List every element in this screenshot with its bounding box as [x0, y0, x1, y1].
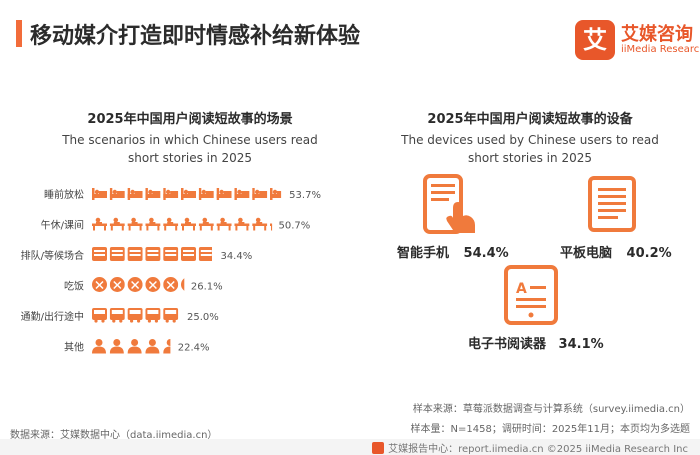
bed-icon [270, 188, 282, 200]
device-name-smartphone: 智能手机 [397, 246, 450, 261]
ereader-icon: A [504, 265, 558, 325]
dining-icon [92, 277, 107, 292]
scenario-value-label: 53.7% [289, 190, 321, 201]
queue-icon [109, 247, 125, 261]
dining-icon [127, 277, 143, 292]
sample-info: 样本量：N=1458；调研时间：2025年11月；本页均为多选题 [410, 424, 690, 435]
bottom-bar: 艾媒报告中心：report.iimedia.cn ©2025 iiMedia R… [0, 439, 700, 455]
desk-icon [198, 217, 214, 231]
device-ereader: A 电子书阅读器 34.1% [468, 265, 620, 355]
desk-icon [163, 217, 179, 231]
desk-icon [270, 223, 273, 231]
device-smartphone: 智能手机 54.4% [397, 170, 525, 261]
desk-icon [181, 217, 196, 231]
bed-icon [145, 188, 161, 200]
logo-name-cn: 艾媒咨询 [621, 24, 693, 45]
device-value-tablet: 40.2% [626, 246, 672, 261]
bed-icon [127, 188, 143, 200]
dining-icon [163, 277, 179, 292]
page-title: 移动媒介打造即时情感补给新体验 [30, 24, 361, 49]
footer-notes: 样本来源：草莓派数据调查与计算系统（survey.iimedia.cn） 样本量… [411, 400, 690, 440]
bed-icon [216, 188, 232, 200]
iimedia-logo: 艾 艾媒咨询 iiMedia Research [575, 20, 700, 60]
bed-icon [198, 188, 214, 200]
bed-icon [92, 188, 107, 200]
device-name-tablet: 平板电脑 [560, 246, 613, 261]
logo-name-en: iiMedia Research [621, 44, 700, 55]
person-icon [127, 339, 142, 354]
bus-icon [109, 308, 125, 323]
dining-icon [181, 278, 185, 291]
person-icon [145, 339, 160, 354]
device-title-cn: 2025年中国用户阅读短故事的设备 [427, 112, 633, 127]
desk-icon [127, 217, 143, 231]
scenario-title-en-line2: short stories in 2025 [128, 151, 252, 165]
device-chart-title: 2025年中国用户阅读短故事的设备 The devices used by Ch… [395, 108, 665, 167]
svg-text:A: A [516, 281, 527, 297]
queue-icon [127, 247, 143, 261]
report-center-icon [372, 442, 385, 454]
scenario-value-label: 26.1% [191, 282, 223, 293]
device-tablet: 平板电脑 40.2% [560, 170, 690, 261]
desk-icon [145, 217, 161, 231]
desk-icon [234, 217, 250, 231]
queue-icon [198, 247, 213, 261]
scenario-label: 其他 [64, 341, 84, 354]
data-source: 数据来源：艾媒数据中心（data.iimedia.cn） [10, 430, 218, 441]
device-title-en-line1: The devices used by Chinese users to rea… [401, 133, 659, 147]
bus-icon [127, 308, 143, 323]
bed-icon [163, 188, 179, 200]
scenario-chart-title: 2025年中国用户阅读短故事的场景 The scenarios in which… [60, 108, 320, 167]
person-icon [163, 339, 171, 354]
logo-mark-icon: 艾 [575, 20, 615, 60]
bed-icon [252, 188, 268, 200]
device-title-en-line2: short stories in 2025 [468, 151, 592, 165]
bus-icon [92, 308, 107, 323]
desk-icon [92, 217, 107, 231]
scenario-value-label: 34.4% [220, 251, 252, 262]
bed-icon [109, 188, 125, 200]
dining-icon [145, 277, 161, 292]
dining-icon [109, 277, 125, 292]
device-value-smartphone: 54.4% [463, 246, 509, 261]
device-label-smartphone: 智能手机 54.4% [397, 242, 509, 261]
device-name-ereader: 电子书阅读器 [468, 337, 547, 352]
scenario-label: 吃饭 [64, 280, 84, 293]
bed-icon [234, 188, 250, 200]
desk-icon [109, 217, 125, 231]
scenario-value-label: 25.0% [187, 312, 219, 323]
header: 移动媒介打造即时情感补给新体验 艾 艾媒咨询 iiMedia Research [0, 0, 700, 64]
desk-icon [252, 217, 268, 231]
bottom-text: 艾媒报告中心：report.iimedia.cn ©2025 iiMedia R… [388, 444, 688, 455]
bus-icon [163, 308, 179, 323]
scenario-value-label: 50.7% [278, 221, 310, 232]
scenario-label: 午休/课间 [41, 219, 84, 232]
device-value-ereader: 34.1% [558, 337, 604, 352]
device-label-ereader: 电子书阅读器 34.1% [468, 333, 604, 352]
queue-icon [181, 247, 196, 261]
title-accent-bar [16, 20, 22, 47]
scenario-pictograph-chart: 睡前放松 53.7% 午休/课间 50.7% 排队/等候场合 34.4% 吃饭 26.1% 通勤… [21, 188, 321, 354]
person-icon [92, 339, 106, 354]
scenario-label: 睡前放松 [44, 188, 84, 201]
bed-icon [181, 188, 196, 200]
scenario-title-en-line1: The scenarios in which Chinese users rea… [62, 133, 318, 147]
sample-source: 样本来源：草莓派数据调查与计算系统（survey.iimedia.cn） [412, 404, 690, 415]
bus-icon [145, 308, 161, 323]
queue-icon [163, 247, 179, 261]
queue-icon [145, 247, 161, 261]
scenario-value-label: 22.4% [178, 343, 210, 354]
person-icon [109, 339, 124, 354]
scenario-label: 通勤/出行途中 [21, 310, 84, 323]
bottom-text-wrap: 艾媒报告中心：report.iimedia.cn ©2025 iiMedia R… [372, 440, 688, 455]
scenario-label: 排队/等候场合 [21, 249, 84, 262]
scenario-title-cn: 2025年中国用户阅读短故事的场景 [87, 112, 293, 127]
queue-icon [92, 247, 107, 261]
smartphone-icon [423, 174, 475, 234]
tablet-icon [588, 176, 636, 232]
device-label-tablet: 平板电脑 40.2% [560, 242, 672, 261]
desk-icon [216, 217, 232, 231]
